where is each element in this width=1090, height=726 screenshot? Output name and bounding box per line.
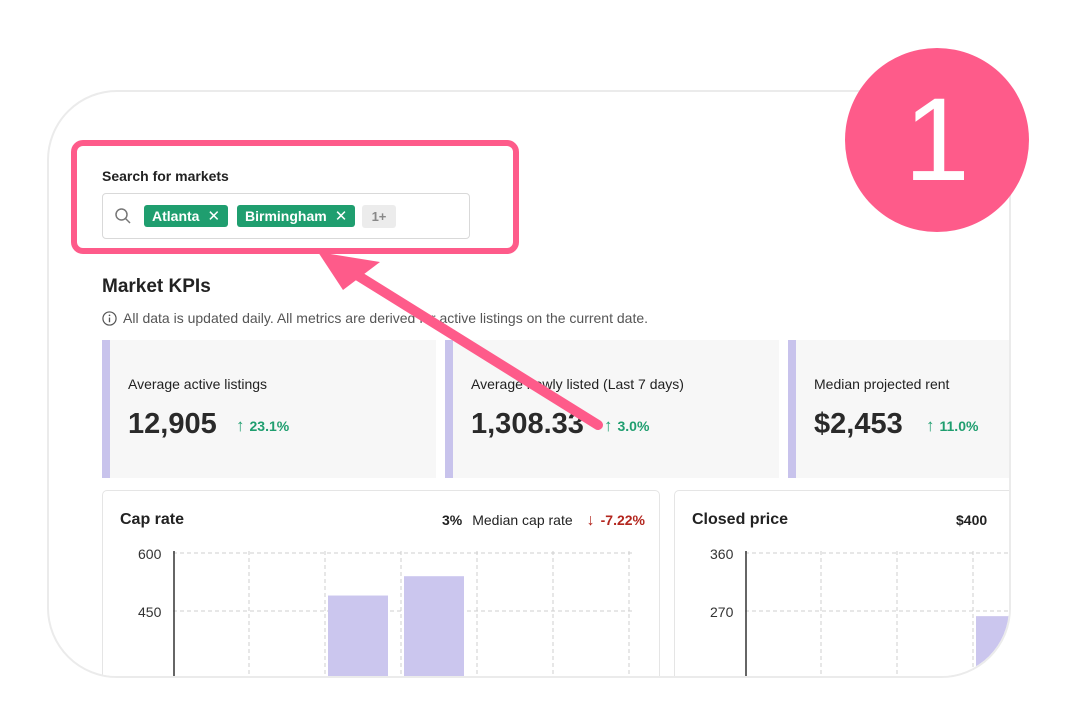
metric-label: Median cap rate <box>472 512 573 528</box>
cap-rate-chart-card: Cap rate 3% Median cap rate ↓ -7.22% 600 45… <box>102 490 660 676</box>
kpi-change: ↑ 11.0% <box>926 416 979 435</box>
kpi-card-projected-rent: Median projected rent $2,453 ↑ 11.0% <box>788 340 1009 478</box>
market-chip-atlanta: Atlanta ✕ <box>144 205 229 227</box>
chart-summary: 3% Median cap rate ↓ -7.22% <box>442 512 645 530</box>
kpi-label: Average active listings <box>128 376 268 392</box>
market-search-input[interactable]: Atlanta ✕ Birmingham ✕ 1+ <box>102 193 470 239</box>
chip-label: Atlanta <box>152 208 200 224</box>
chart-value: 3% <box>442 512 463 528</box>
change-value: ↓ -7.22% <box>586 512 645 529</box>
kpi-card-active-listings: Average active listings 12,905 ↑ 23.1% <box>102 340 436 478</box>
chart-bar <box>328 595 388 676</box>
arrow-up-icon: ↑ <box>236 416 245 435</box>
arrow-down-icon: ↓ <box>586 512 595 529</box>
chart-title: Cap rate <box>120 511 185 528</box>
section-title: Market KPIs <box>102 276 211 297</box>
y-tick-label: 270 <box>710 604 734 620</box>
y-tick-label: 450 <box>138 604 162 620</box>
more-chips-badge[interactable]: 1+ <box>362 205 396 228</box>
cap-rate-bar-chart <box>173 551 633 676</box>
y-tick-label: 360 <box>710 546 734 562</box>
close-icon[interactable]: ✕ <box>334 208 348 225</box>
search-icon <box>115 208 131 224</box>
step-number-badge: 1 <box>845 48 1029 232</box>
chip-label: Birmingham <box>245 208 327 224</box>
closed-price-bar-chart <box>745 551 1009 676</box>
highlight-frame <box>71 140 519 254</box>
chart-title: Closed price <box>692 511 789 528</box>
close-icon[interactable]: ✕ <box>207 208 221 225</box>
kpi-value: 1,308.33 <box>471 408 584 440</box>
kpi-change: ↑ 23.1% <box>236 416 290 435</box>
market-chip-birmingham: Birmingham ✕ <box>237 205 356 227</box>
y-tick-label: 600 <box>138 546 162 562</box>
kpi-value: $2,453 <box>814 408 903 440</box>
info-text: All data is updated daily. All metrics a… <box>123 310 649 326</box>
search-label: Search for markets <box>102 168 229 184</box>
kpi-label: Median projected rent <box>814 376 950 392</box>
market-dashboard: Search for markets Atlanta ✕ Birmingham ✕ … <box>49 92 1009 676</box>
closed-price-chart-card: Closed price $400 360 270 <box>674 490 1009 676</box>
chart-bar <box>404 576 464 676</box>
info-icon <box>102 311 117 326</box>
kpi-change: ↑ 3.0% <box>604 416 650 435</box>
chart-value: $400 <box>956 512 988 528</box>
info-note: All data is updated daily. All metrics a… <box>102 310 648 326</box>
chart-bar <box>976 616 1009 676</box>
arrow-up-icon: ↑ <box>926 416 935 435</box>
app-frame: Search for markets Atlanta ✕ Birmingham ✕ … <box>47 90 1011 678</box>
kpi-value: 12,905 <box>128 408 217 440</box>
arrow-up-icon: ↑ <box>604 416 613 435</box>
